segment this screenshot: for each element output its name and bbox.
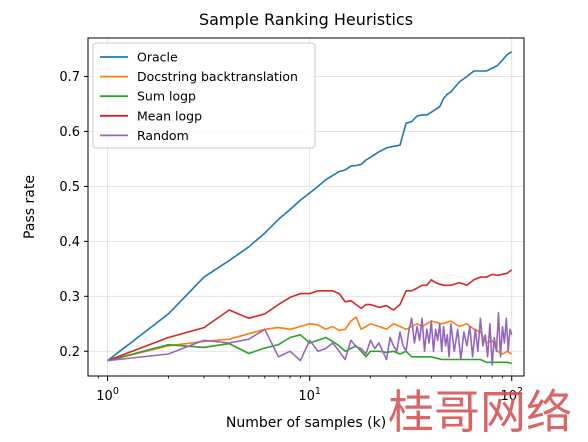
y-tick-label: 0.7 <box>59 70 80 85</box>
y-tick-label: 0.6 <box>59 125 80 140</box>
legend-items: Oracle Docstring backtranslation Sum logp M… <box>100 50 298 143</box>
x-axis-title: Number of samples (k) <box>226 415 386 431</box>
series-lines <box>107 51 513 366</box>
y-axis-title: Pass rate <box>22 175 38 239</box>
y-tick-label: 0.5 <box>59 180 80 195</box>
watermark: 桂哥网络 <box>388 385 572 439</box>
legend-label-sum-logp: Sum logp <box>137 89 196 104</box>
axis-ticks: 0.2 0.3 0.4 0.5 0.6 0.7 100 101 102 <box>59 70 523 404</box>
series-line-oracle <box>107 51 513 362</box>
x-tick-label: 101 <box>298 386 321 404</box>
series-line-random <box>107 311 513 366</box>
legend-label-random: Random <box>137 128 189 143</box>
y-tick-label: 0.4 <box>59 235 80 250</box>
series-line-mean-logp <box>107 269 513 362</box>
legend-label-docstring-backtranslation: Docstring backtranslation <box>137 69 298 84</box>
y-tick-label: 0.2 <box>59 345 80 360</box>
legend-label-mean-logp: Mean logp <box>137 108 202 123</box>
legend: Oracle Docstring backtranslation Sum logp M… <box>92 42 316 149</box>
x-tick-label: 102 <box>500 386 523 404</box>
legend-label-oracle: Oracle <box>137 50 178 65</box>
x-tick-label: 100 <box>96 386 119 404</box>
plot-frame <box>87 37 525 377</box>
y-tick-label: 0.3 <box>59 290 80 305</box>
chart-title: Sample Ranking Heuristics <box>199 10 413 29</box>
legend-box <box>92 42 316 149</box>
